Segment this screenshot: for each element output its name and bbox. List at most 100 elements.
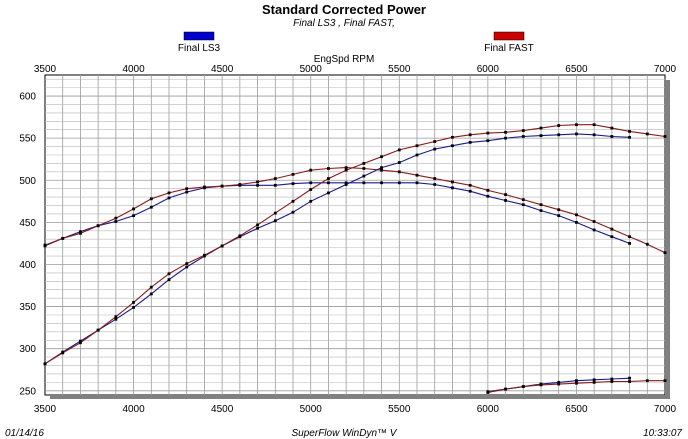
data-point (362, 162, 366, 165)
data-point (256, 183, 259, 187)
data-point (273, 183, 277, 187)
chart-title: Standard Corrected Power (262, 2, 426, 17)
y-tick-label: 450 (19, 218, 36, 229)
x-tick-label-top: 7000 (654, 64, 677, 75)
data-point (79, 339, 82, 343)
data-point (504, 130, 507, 134)
data-point (61, 236, 65, 240)
data-point (273, 219, 277, 223)
data-point (61, 351, 65, 355)
data-point (96, 328, 100, 332)
data-point (149, 285, 153, 289)
data-point (291, 199, 295, 203)
data-point (344, 168, 348, 172)
data-point (397, 148, 401, 152)
data-point (628, 380, 631, 383)
data-point (451, 186, 454, 190)
data-point (592, 378, 596, 382)
legend-swatch-final-fast (493, 31, 525, 41)
x-axis-bottom: 3500 4000 4500 5000 5500 6000 6500 7000 (34, 404, 677, 415)
data-point (539, 134, 543, 138)
data-point (610, 227, 614, 231)
x-tick-label-top: 6500 (565, 64, 588, 75)
data-point (592, 380, 596, 384)
data-point (238, 183, 242, 186)
data-point (628, 135, 631, 139)
data-point (592, 133, 596, 137)
data-point (521, 385, 525, 388)
data-point (256, 226, 259, 230)
data-point (203, 185, 206, 189)
data-point (433, 183, 437, 186)
data-point (149, 205, 153, 209)
series-final-fast-torque (43, 166, 667, 255)
data-point (415, 173, 419, 177)
data-point (114, 317, 118, 321)
data-point (557, 214, 561, 218)
data-point (557, 133, 561, 137)
series-line-final-ls3-torque (44, 182, 630, 247)
data-point (592, 220, 596, 223)
data-point (486, 390, 490, 394)
data-point (521, 135, 525, 138)
data-point (521, 129, 525, 132)
data-point (327, 177, 330, 180)
data-point (575, 220, 578, 224)
data-point (575, 123, 578, 127)
plot-shadow-right (665, 80, 670, 399)
data-point (486, 139, 490, 143)
y-tick-label: 300 (19, 344, 36, 355)
data-point (96, 224, 100, 228)
legend-label-final-fast: Final FAST (484, 43, 533, 54)
data-point (663, 135, 667, 138)
data-point (610, 235, 614, 239)
x-tick-label-bottom: 5500 (388, 404, 411, 415)
data-point (362, 174, 366, 178)
x-tick-label-top: 4000 (122, 64, 145, 75)
data-point (43, 362, 47, 366)
data-point (79, 231, 82, 235)
data-point (504, 193, 507, 196)
data-point (185, 265, 189, 269)
data-point (273, 211, 277, 215)
data-point (167, 196, 171, 200)
data-point (273, 177, 277, 180)
data-point (451, 135, 454, 139)
data-point (521, 203, 525, 207)
data-point (451, 180, 454, 184)
data-point (167, 191, 171, 195)
grid (45, 75, 665, 395)
data-point (238, 234, 242, 238)
data-point (610, 377, 614, 381)
y-tick-label: 600 (19, 92, 36, 103)
data-point (149, 292, 153, 296)
y-tick-label: 250 (19, 386, 36, 397)
data-point (557, 382, 561, 386)
data-point (380, 168, 383, 172)
data-point (132, 207, 135, 211)
data-point (185, 262, 189, 266)
x-tick-label-bottom: 6500 (565, 404, 588, 415)
x-tick-label-bottom: 6000 (477, 404, 500, 415)
data-point (167, 278, 171, 282)
footer-time: 10:33:07 (643, 428, 682, 439)
data-point (663, 251, 667, 255)
data-point (344, 183, 348, 186)
data-point (79, 341, 82, 345)
data-point (309, 181, 313, 185)
data-point (415, 181, 419, 185)
legend-label-final-ls3: Final LS3 (178, 43, 221, 54)
x-tick-label-top: 3500 (34, 64, 57, 75)
data-point (309, 188, 313, 191)
x-tick-label-bottom: 5000 (300, 404, 323, 415)
plot-area (44, 74, 666, 396)
series-final-fast-power (43, 123, 667, 366)
data-point (468, 140, 472, 144)
footer-software: SuperFlow WinDyn™ V (292, 428, 398, 439)
footer-date: 01/14/16 (5, 428, 44, 439)
y-tick-label: 400 (19, 260, 36, 271)
data-point (451, 144, 454, 148)
data-point (132, 300, 135, 304)
chart-subtitle: Final LS3 , Final FAST, (293, 18, 395, 29)
